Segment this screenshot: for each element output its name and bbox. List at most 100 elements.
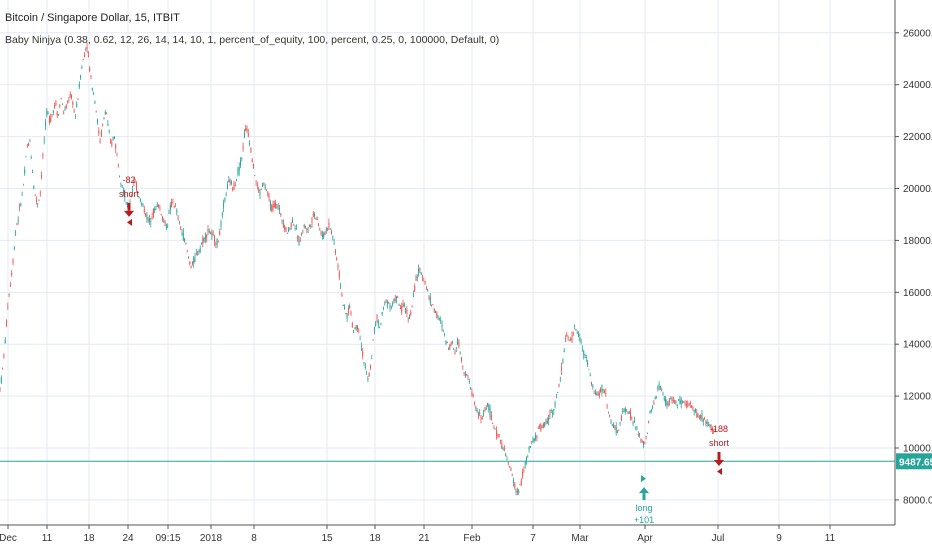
candle xyxy=(493,427,495,430)
candle xyxy=(405,308,407,312)
candle xyxy=(286,232,288,234)
candle xyxy=(173,206,175,208)
candle xyxy=(519,484,521,486)
candle xyxy=(113,136,115,140)
candle xyxy=(563,350,565,352)
candle xyxy=(431,304,433,306)
y-tick-label: 10000.00 xyxy=(903,444,932,455)
y-tick-label: 22000.00 xyxy=(903,132,932,143)
candle xyxy=(687,404,689,406)
candle xyxy=(466,373,468,376)
candle xyxy=(540,424,542,430)
candle xyxy=(449,344,451,350)
candle xyxy=(589,375,591,376)
candle xyxy=(565,338,566,341)
candle xyxy=(615,427,617,434)
candle xyxy=(81,66,83,69)
candle xyxy=(674,400,676,404)
x-tick-label: 15 xyxy=(321,533,333,544)
candle xyxy=(292,219,293,223)
candle xyxy=(199,248,201,252)
y-tick-label: 20000.00 xyxy=(903,184,932,195)
x-tick-label: Mar xyxy=(571,533,589,544)
candle xyxy=(392,303,394,305)
candle xyxy=(566,334,568,337)
candle xyxy=(94,101,96,104)
candle xyxy=(476,408,478,412)
candle xyxy=(702,419,704,422)
candle xyxy=(202,237,204,244)
candle xyxy=(383,307,384,309)
candle xyxy=(146,214,148,219)
candle xyxy=(472,395,474,396)
candle xyxy=(17,219,19,221)
candle xyxy=(340,285,342,287)
candle xyxy=(272,204,274,211)
candle xyxy=(125,202,127,204)
candle xyxy=(267,191,269,195)
candle xyxy=(232,188,234,190)
candle xyxy=(204,234,206,239)
candle xyxy=(666,401,668,406)
candle xyxy=(435,310,436,313)
candle xyxy=(12,259,14,264)
candle xyxy=(323,233,325,238)
candle xyxy=(437,317,439,318)
candle xyxy=(628,411,630,414)
candle xyxy=(462,365,464,367)
candle xyxy=(568,339,570,341)
candle xyxy=(298,239,300,246)
candle xyxy=(428,296,430,298)
candle xyxy=(630,411,631,418)
candle xyxy=(37,203,39,204)
y-tick-label: 8000.00 xyxy=(903,495,932,506)
candle xyxy=(474,401,475,404)
candle xyxy=(97,120,98,123)
candle xyxy=(332,236,334,238)
candle xyxy=(249,143,251,145)
candle xyxy=(186,251,188,252)
candle xyxy=(229,179,231,184)
candle xyxy=(64,108,66,110)
candle xyxy=(345,313,347,314)
candle xyxy=(48,117,50,123)
candle xyxy=(164,222,166,226)
candle xyxy=(553,408,555,411)
candle xyxy=(578,333,579,337)
candle xyxy=(412,294,414,297)
candle xyxy=(601,385,603,392)
candle xyxy=(532,438,534,443)
candle xyxy=(622,410,624,412)
candle xyxy=(162,216,163,220)
candle xyxy=(7,307,9,308)
candle xyxy=(9,284,11,287)
candle xyxy=(427,289,429,291)
candle xyxy=(646,432,648,434)
candle xyxy=(308,225,310,227)
x-tick-label: 18 xyxy=(83,533,95,544)
candle xyxy=(494,428,496,430)
candle xyxy=(328,222,330,228)
candle xyxy=(104,111,106,115)
candle xyxy=(90,75,92,78)
candle xyxy=(542,423,544,428)
candle xyxy=(360,345,362,347)
signal-arrow-head xyxy=(124,210,134,217)
candle xyxy=(711,428,713,431)
candle xyxy=(370,365,371,369)
candle xyxy=(661,389,663,391)
candle xyxy=(351,323,353,327)
x-tick-label: Jul xyxy=(712,533,725,544)
candle xyxy=(381,311,383,315)
candle xyxy=(527,456,529,458)
candle xyxy=(216,239,218,245)
candle xyxy=(3,354,5,358)
candle xyxy=(285,227,287,232)
candle xyxy=(271,205,273,210)
candle xyxy=(626,409,628,411)
candle xyxy=(120,183,122,185)
candle xyxy=(567,337,569,339)
chart-title: Bitcoin / Singapore Dollar, 15, ITBIT xyxy=(5,12,180,24)
candle xyxy=(241,158,243,160)
candle xyxy=(178,221,180,223)
